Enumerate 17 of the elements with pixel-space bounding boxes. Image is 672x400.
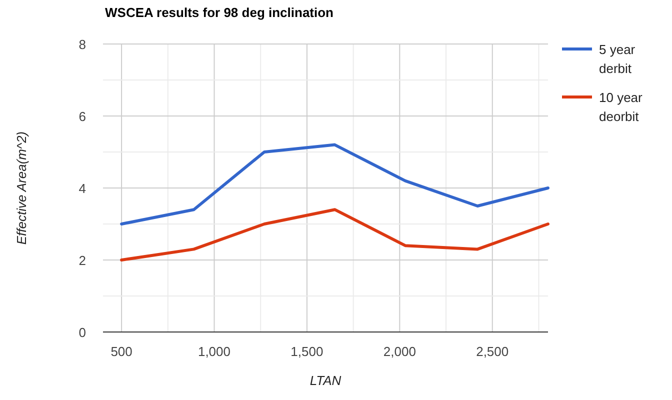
y-tick-label: 4 xyxy=(78,181,86,196)
x-tick-label: 500 xyxy=(110,344,132,359)
x-tick-label: 1,000 xyxy=(198,344,231,359)
y-tick-label: 0 xyxy=(78,325,86,340)
chart-title: WSCEA results for 98 deg inclination xyxy=(105,5,334,20)
y-axis-title: Effective Area(m^2) xyxy=(14,131,29,245)
x-axis-title: LTAN xyxy=(310,373,342,388)
x-tick-label: 2,000 xyxy=(383,344,416,359)
y-tick-label: 6 xyxy=(78,109,86,124)
x-tick-label: 2,500 xyxy=(476,344,509,359)
y-tick-label: 8 xyxy=(78,37,86,52)
legend-label: 5 year derbit xyxy=(599,42,636,76)
line-series xyxy=(120,208,550,262)
y-tick-label: 2 xyxy=(78,253,86,268)
x-tick-label: 1,500 xyxy=(290,344,324,359)
line-series xyxy=(120,143,550,226)
legend-label: 10 year deorbit xyxy=(599,90,644,124)
